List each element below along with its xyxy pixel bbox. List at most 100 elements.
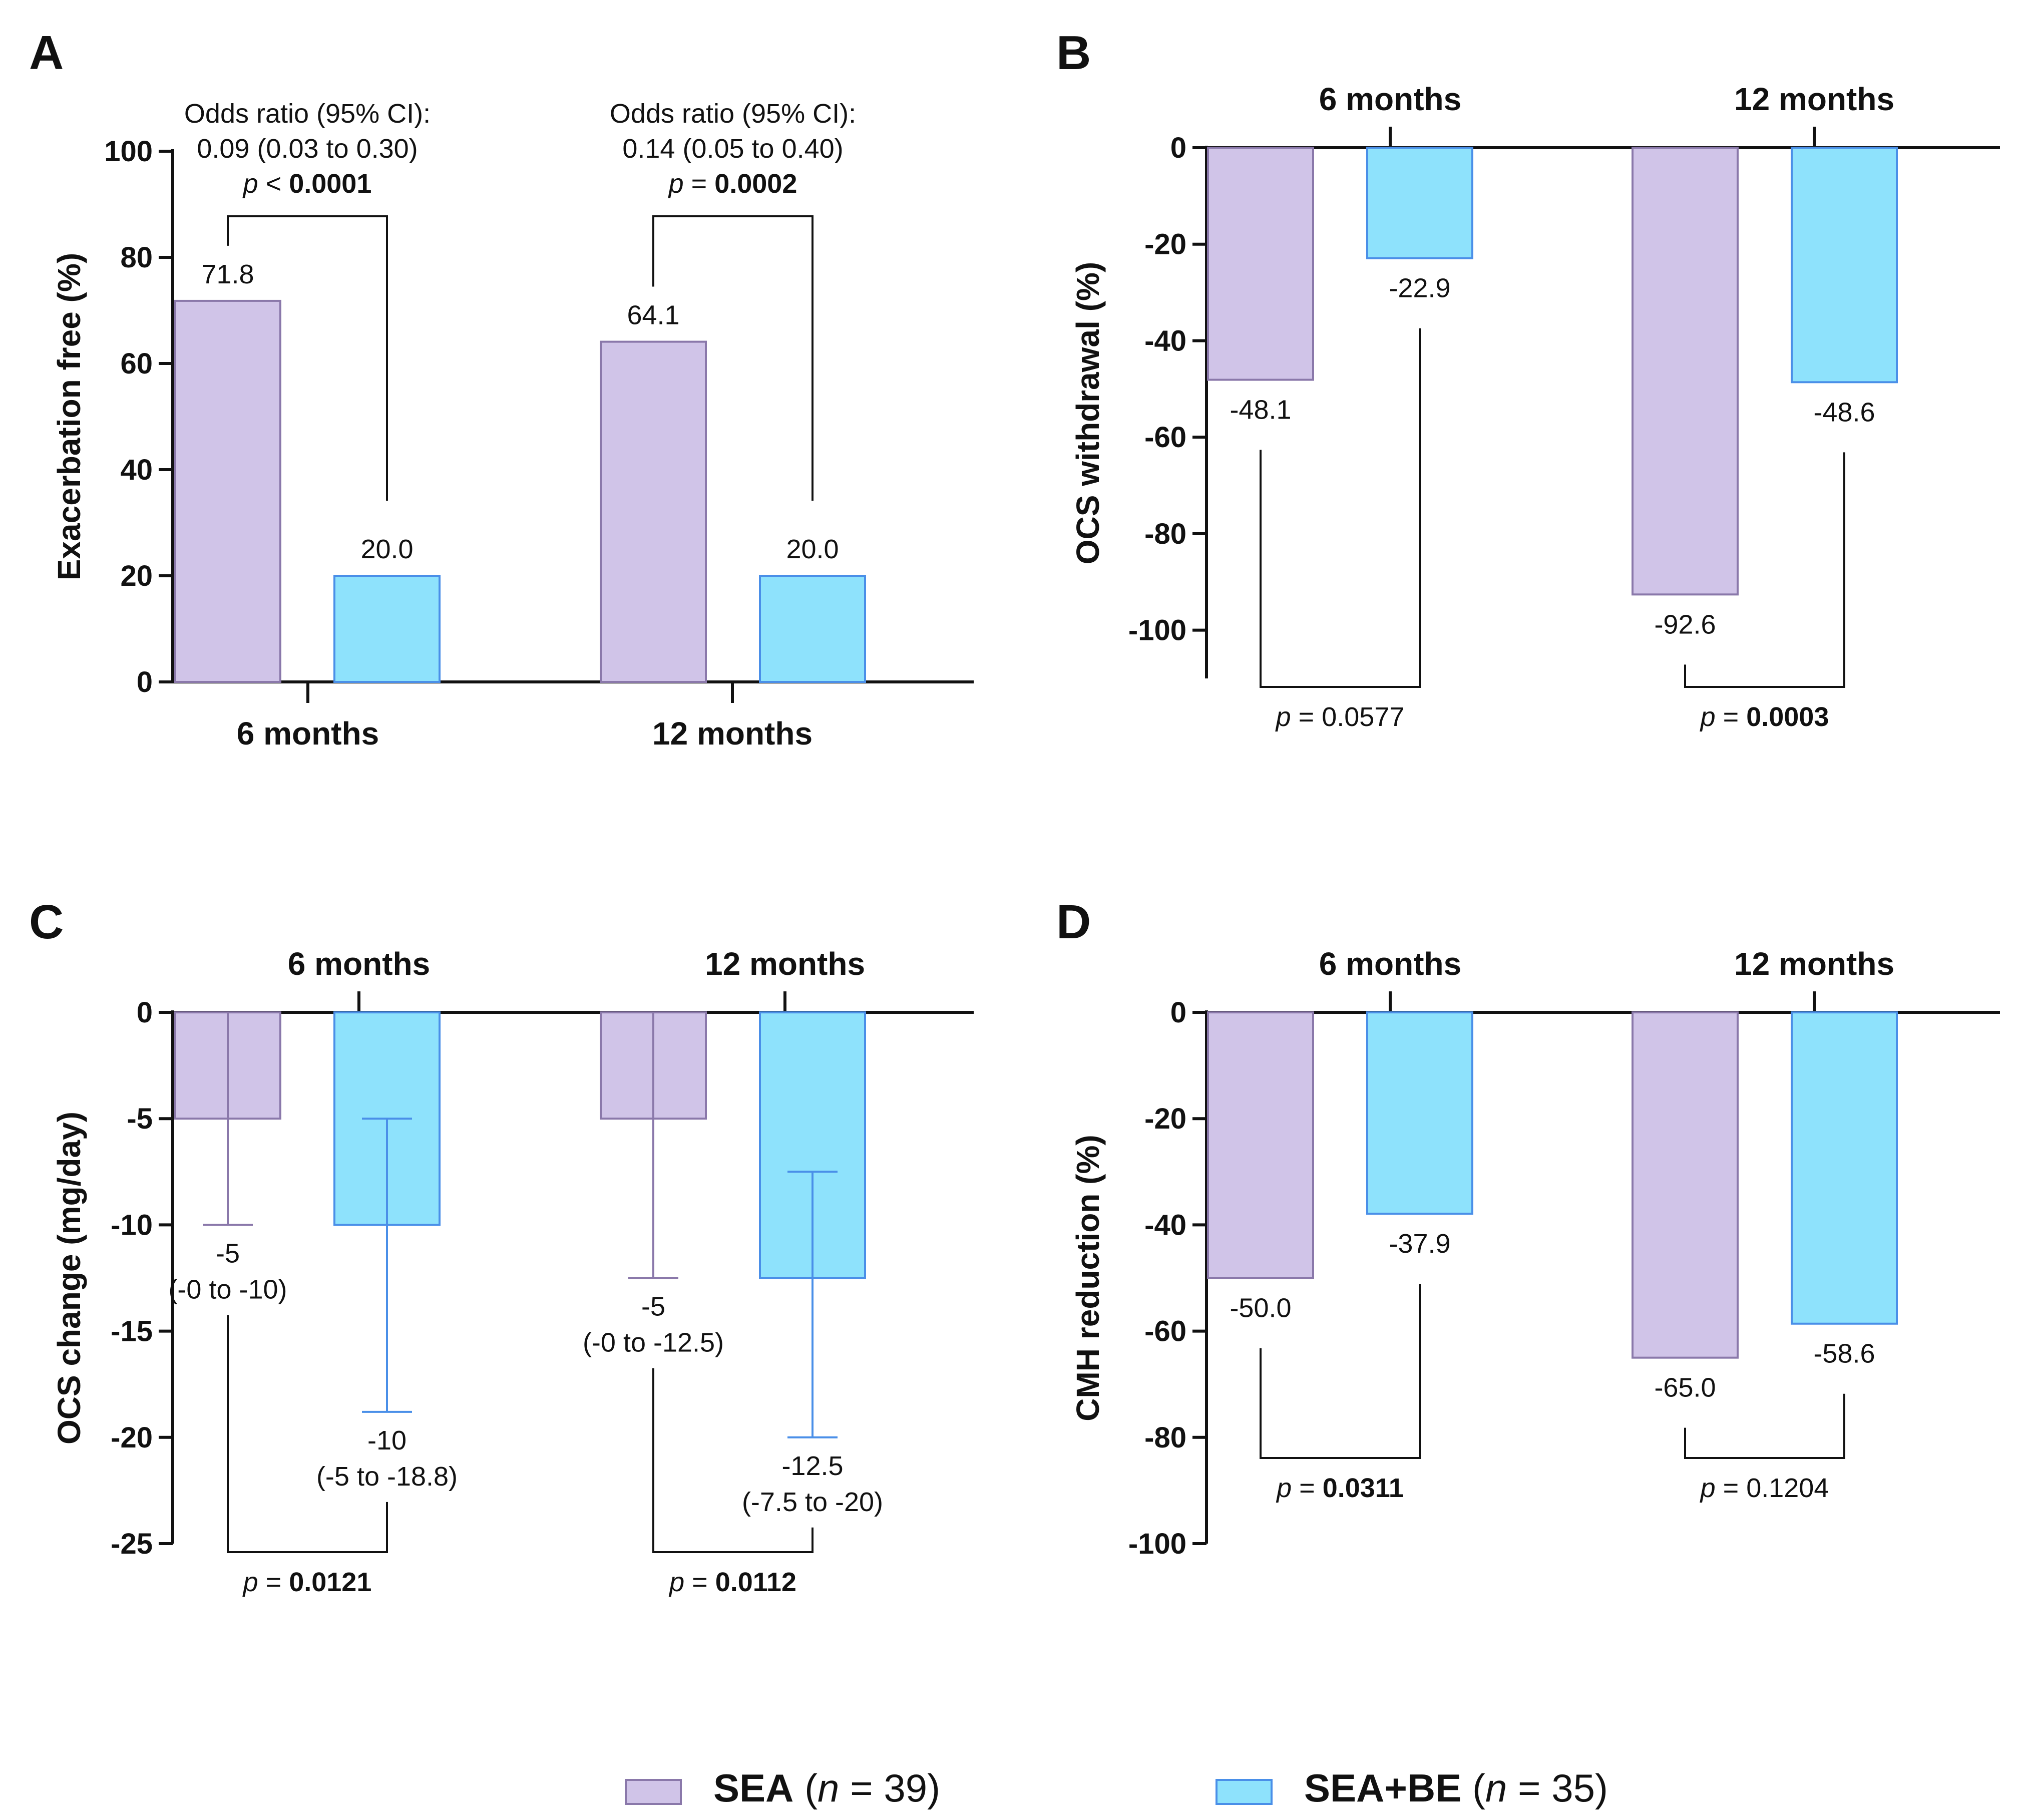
bar-sea-6m [174, 299, 281, 683]
p-value: p = 0.1204 [1700, 1473, 1829, 1503]
p-value-p: p [1700, 702, 1716, 732]
p-value: p = 0.0121 [242, 1567, 372, 1597]
p-value-p: p [1276, 1473, 1292, 1503]
legend: SEA (n = 39) SEA+BE (n = 35) [625, 1766, 1608, 1810]
p-value-op: = [1292, 1473, 1323, 1503]
y-tick-label: 0 [137, 996, 153, 1029]
p-value-p: p [668, 169, 684, 199]
p-value: p = 0.0577 [1275, 702, 1405, 732]
panel-b-ocs-withdrawal: B 0 -20 -40 -60 -80 -100 OCS withdrawal (%) 6 m… [1056, 26, 2000, 732]
y-tick-label: -40 [1144, 1209, 1186, 1241]
y-tick-label: -100 [1128, 1528, 1186, 1560]
y-axis-label: CMH reduction (%) [1070, 1135, 1106, 1421]
category-label: 12 months [1734, 946, 1894, 982]
value-label: -50.0 [1230, 1293, 1291, 1323]
y-axis-label: OCS change (mg/day) [51, 1112, 87, 1444]
y-axis-label: Exacerbation free (%) [51, 253, 87, 580]
p-value-op: = [684, 169, 715, 199]
y-tick-label: -60 [1144, 421, 1186, 454]
p-value-value: 0.0112 [715, 1567, 796, 1597]
value-label: -22.9 [1389, 273, 1450, 303]
odds-ratio-label: Odds ratio (95% CI): [184, 99, 431, 129]
value-label: -58.6 [1813, 1339, 1875, 1369]
p-value-value: 0.1204 [1746, 1473, 1829, 1503]
p-value-op: = [1716, 1473, 1747, 1503]
value-label: -48.1 [1230, 395, 1291, 425]
significance-bracket [652, 1368, 814, 1553]
p-value: p = 0.0002 [668, 169, 797, 199]
y-tick-label: -20 [1144, 1103, 1186, 1135]
y-tick-label: 40 [120, 454, 153, 486]
value-label: 64.1 [627, 300, 679, 330]
ci-label: (-0 to -10) [168, 1274, 287, 1304]
y-tick-label: 100 [104, 135, 153, 168]
bar-sea-be-12m [1791, 147, 1898, 384]
category-label: 12 months [1734, 81, 1894, 117]
y-tick-label: -80 [1144, 1421, 1186, 1454]
significance-bracket [1684, 452, 1845, 688]
significance-bracket [227, 1315, 388, 1553]
p-value-op: = [258, 1567, 289, 1597]
ci-label: (-5 to -18.8) [316, 1462, 458, 1492]
p-value: p = 0.0003 [1700, 702, 1829, 732]
p-value: p = 0.0311 [1276, 1473, 1404, 1503]
significance-bracket [652, 215, 814, 501]
panel-a-exacerbation-free: A 0 20 40 60 80 100 Exacerbation free (%) 6 mon… [29, 26, 974, 752]
panel-d-cmh-reduction: D 0 -20 -40 -60 -80 -100 CMH reduction (%) 6 mo… [1056, 895, 2000, 1560]
bar-sea-12m [1632, 1011, 1739, 1359]
y-tick-label: -20 [1144, 228, 1186, 261]
significance-bracket [1260, 1284, 1421, 1459]
significance-bracket [1684, 1393, 1845, 1459]
value-label: -12.5 [781, 1451, 843, 1481]
panel-b-letter: B [1056, 26, 1091, 80]
y-tick-label: 0 [1170, 996, 1186, 1029]
value-label: -48.6 [1813, 397, 1875, 427]
y-axis-label: OCS withdrawal (%) [1070, 262, 1106, 565]
category-label: 6 months [1319, 81, 1461, 117]
legend-label-sea: SEA (n = 39) [713, 1766, 940, 1810]
significance-bracket [227, 215, 388, 501]
category-label: 6 months [237, 715, 379, 752]
odds-ratio-label: Odds ratio (95% CI): [610, 99, 856, 129]
p-value-op: = [1716, 702, 1747, 732]
legend-swatch-sea-be [1216, 1779, 1273, 1805]
p-value-p: p [242, 1567, 258, 1597]
bar-sea-12m [600, 340, 707, 683]
bar-sea-be-12m [1791, 1011, 1898, 1325]
y-tick-label: -25 [111, 1528, 153, 1560]
y-tick-label: -20 [111, 1421, 153, 1454]
panel-c-letter: C [29, 895, 64, 949]
p-value-p: p [668, 1567, 684, 1597]
y-tick-label: -10 [111, 1209, 153, 1241]
p-value-value: 0.0002 [714, 169, 797, 199]
y-tick-label: -100 [1128, 614, 1186, 647]
bar-sea-be-12m [759, 575, 866, 683]
category-label: 12 months [652, 715, 813, 752]
value-label: 20.0 [360, 534, 413, 564]
value-label: -92.6 [1654, 609, 1716, 639]
panel-a-letter: A [29, 26, 64, 80]
p-value-op: = [1291, 702, 1322, 732]
bar-sea-be-6m [1366, 1011, 1473, 1215]
y-tick-label: 60 [120, 347, 153, 380]
category-label: 6 months [288, 946, 430, 982]
y-tick-label: 0 [1170, 132, 1186, 164]
value-label: -37.9 [1389, 1229, 1450, 1259]
p-value-value: 0.0003 [1746, 702, 1829, 732]
p-value-value: 0.0001 [289, 169, 371, 199]
category-label: 12 months [705, 946, 865, 982]
p-value-p: p [1275, 702, 1291, 732]
legend-label-sea-be: SEA+BE (n = 35) [1304, 1766, 1608, 1810]
panel-c-ocs-change: C 0 -5 -10 -15 -20 -25 OCS change (mg/day) 6 mo… [29, 895, 974, 1597]
p-value-value: 0.0311 [1323, 1473, 1404, 1503]
bar-sea-be-6m [1366, 147, 1473, 259]
ci-label: (-0 to -12.5) [583, 1328, 724, 1358]
category-label: 6 months [1319, 946, 1461, 982]
value-label: 20.0 [786, 534, 839, 564]
p-value-value: 0.0121 [289, 1567, 371, 1597]
y-tick-label: -40 [1144, 324, 1186, 357]
value-label: -65.0 [1654, 1373, 1716, 1403]
legend-swatch-sea [625, 1779, 682, 1805]
p-value-op: = [684, 1567, 715, 1597]
